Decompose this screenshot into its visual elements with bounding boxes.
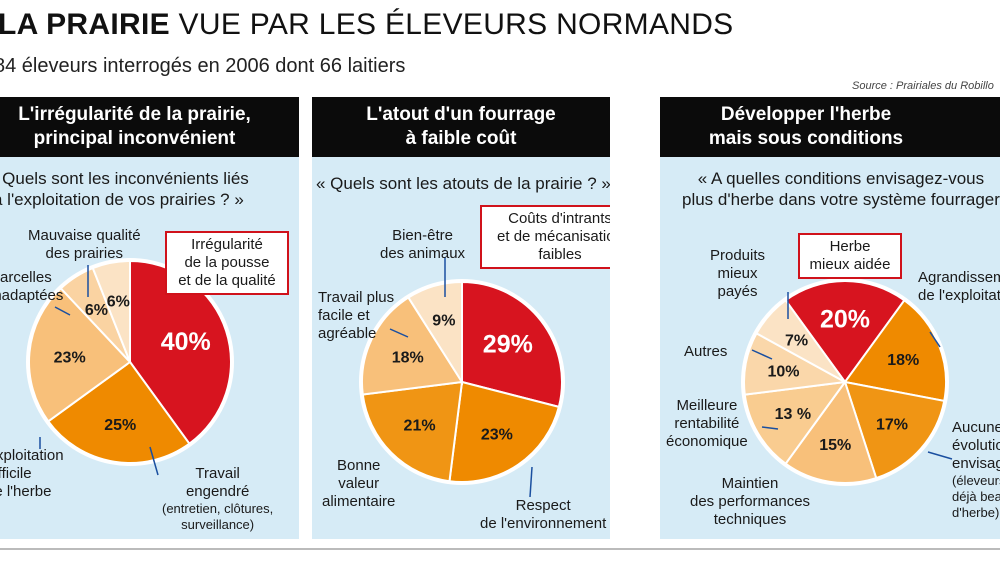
source-note: Source : Prairiales du Robillo bbox=[852, 80, 994, 92]
label-exploitation-difficile: Exploitationdifficilede l'herbe bbox=[0, 447, 64, 500]
pie-slice bbox=[91, 259, 131, 363]
pie-value-label: 40% bbox=[161, 328, 211, 356]
label-respect-environnement: Respect de l'environnement bbox=[480, 497, 607, 532]
label-irregularite: Irrégularité de la pousse et de la qualité bbox=[165, 231, 289, 295]
pie-slice bbox=[46, 360, 191, 464]
pie-value-label: 6% bbox=[107, 293, 130, 310]
question-line: « Quels sont les inconvénients liés bbox=[0, 169, 249, 188]
pie-slice bbox=[784, 379, 878, 484]
leader-line bbox=[751, 349, 773, 360]
panel-question: « Quels sont les inconvénients liés à l'… bbox=[0, 168, 249, 210]
pie-slice bbox=[755, 298, 846, 383]
label-herbe-mieux-aidee: Herbe mieux aidée bbox=[798, 233, 902, 279]
label-bonne-valeur: Bonne valeur alimentaire bbox=[322, 457, 396, 510]
pie-value-label: 17% bbox=[876, 416, 908, 433]
page-subtitle: 84 éleveurs interrogés en 2006 dont 66 l… bbox=[0, 55, 406, 77]
pie-value-label: 23% bbox=[54, 349, 86, 366]
panel-question: « Quels sont les atouts de la prairie ? … bbox=[316, 173, 610, 194]
pie-value-label: 21% bbox=[404, 417, 436, 434]
panel-heading: Développer l'herbe mais sous conditions bbox=[660, 97, 1000, 157]
heading-line: L'irrégularité de la prairie, bbox=[18, 104, 251, 125]
pie-chart-conditions: 20% 18% 17% 15% 13 % 10% 7% bbox=[741, 278, 953, 486]
pie-value-label: 20% bbox=[820, 305, 870, 333]
panel-question: « A quelles conditions envisagez-vous pl… bbox=[682, 168, 1000, 210]
pie-value-label: 23% bbox=[481, 426, 513, 443]
leader-line bbox=[389, 328, 409, 338]
label-travail-engendre: Travail engendré (entretien, clôtures, surv… bbox=[162, 465, 274, 532]
label-travail-facile: Travail plus facile et agréable bbox=[318, 289, 395, 342]
label-mauvaise-qualite: Mauvaise qualité des prairies bbox=[28, 227, 141, 262]
pie-slice bbox=[743, 380, 848, 466]
label-bien-etre: Bien-être des animaux bbox=[380, 227, 466, 262]
label-meilleure-rentabilite: Meilleure rentabilité économique bbox=[666, 397, 748, 450]
leader-line bbox=[929, 331, 941, 348]
label-maintien-performances: Maintien des performances techniques bbox=[690, 475, 811, 528]
pie-slice bbox=[784, 280, 906, 384]
heading-line: principal inconvénient bbox=[33, 128, 236, 149]
pie-value-label: 6% bbox=[85, 302, 108, 319]
pie-slice bbox=[461, 280, 563, 409]
panel-heading: L'atout d'un fourrage à faible coût bbox=[312, 97, 610, 157]
pie-chart-atouts: 29% 23% 21% 18% 9% bbox=[359, 257, 565, 498]
panel-inconvenients: L'irrégularité de la prairie, principal … bbox=[0, 97, 299, 539]
page-title: LA PRAIRIE VUE PAR LES ÉLEVEURS NORMANDS bbox=[0, 8, 734, 41]
pie-value-label: 9% bbox=[432, 313, 455, 330]
heading-line: à faible coût bbox=[405, 128, 517, 149]
label-produits-mieux-payes: Produits mieux payés bbox=[710, 247, 766, 300]
pie-value-label: 7% bbox=[785, 332, 808, 349]
panel-conditions: Développer l'herbe mais sous conditions … bbox=[660, 97, 1000, 539]
pie-slice bbox=[448, 380, 561, 483]
pie-value-label: 15% bbox=[819, 437, 851, 454]
heading-line: Développer l'herbe bbox=[720, 104, 892, 125]
leader-line bbox=[927, 451, 953, 460]
question-line: « A quelles conditions envisagez-vous bbox=[697, 169, 985, 188]
label-aucune-evolution: Aucuneévolutionenvisagée(éleveursdéjà be… bbox=[952, 419, 1000, 520]
question-line: plus d'herbe dans votre système fourrage… bbox=[682, 190, 1000, 209]
label-parcelles: Parcellesinadaptées bbox=[0, 269, 64, 304]
pie-slice bbox=[843, 380, 946, 480]
pie-slice bbox=[129, 259, 232, 446]
pie-chart-inconvenients: 40% 25% 23% 6%6% bbox=[26, 258, 234, 476]
pie-value-label: 25% bbox=[104, 417, 136, 434]
pie-slice bbox=[361, 380, 464, 483]
question-line: à l'exploitation de vos prairies ? » bbox=[0, 190, 244, 209]
pie-value-label: 29% bbox=[483, 330, 533, 358]
pie-value-label: 18% bbox=[392, 349, 424, 366]
leader-line bbox=[529, 466, 533, 498]
leader-line bbox=[54, 306, 71, 316]
bottom-rule bbox=[0, 548, 1000, 550]
leader-line bbox=[149, 446, 159, 476]
question-line: « Quels sont les atouts de la prairie ? … bbox=[316, 174, 610, 193]
label-autres: Autres bbox=[684, 343, 728, 360]
heading-line: mais sous conditions bbox=[708, 128, 904, 149]
pie-slice bbox=[361, 296, 464, 396]
pie-value-label: 18% bbox=[887, 352, 919, 369]
panel-heading: L'irrégularité de la prairie, principal … bbox=[0, 97, 299, 157]
pie-value-label: 13 % bbox=[775, 406, 811, 423]
pie-value-label: 10% bbox=[767, 363, 799, 380]
leader-line bbox=[761, 426, 779, 430]
pie-slice bbox=[407, 280, 463, 386]
heading-line: L'atout d'un fourrage bbox=[366, 104, 556, 125]
panel-atouts: L'atout d'un fourrage à faible coût « Qu… bbox=[312, 97, 610, 539]
pie-slice bbox=[28, 286, 132, 423]
label-agrandissement: Agrandissementde l'exploitation bbox=[918, 269, 1000, 304]
